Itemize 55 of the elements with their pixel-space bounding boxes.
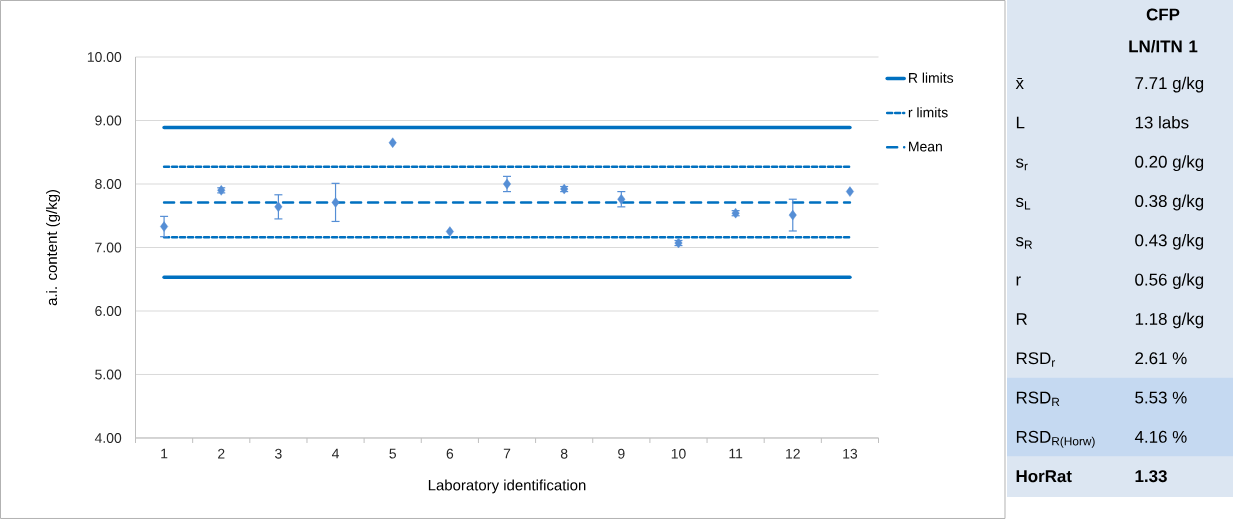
y-tick-label: 8.00 xyxy=(95,179,122,189)
x-tick-label: 5 xyxy=(389,448,396,459)
text: s$_{r}$ xyxy=(1015,158,1028,171)
y-tick-label: 10.00 xyxy=(87,52,122,62)
x-tick-label: 12 xyxy=(786,448,800,459)
text: 4.16 % xyxy=(1134,430,1187,443)
y-tick-label: 5.00 xyxy=(95,369,122,380)
x-tick-label: 9 xyxy=(618,448,625,459)
text: HorRat xyxy=(1016,470,1072,483)
text: L xyxy=(1016,116,1025,129)
point xyxy=(845,186,854,197)
legend-label: Mean xyxy=(909,141,942,152)
point xyxy=(445,226,454,237)
y-tick-label: 6.00 xyxy=(95,306,122,316)
text: 0.56 g/kg xyxy=(1135,273,1204,289)
text: 5.53 % xyxy=(1135,391,1187,404)
text: CFP LN/ITN 1 xyxy=(1129,8,1198,53)
text: RSD$_{R(Horw)}$ xyxy=(1016,430,1095,448)
y-tick-label: 7.00 xyxy=(95,242,122,253)
x-tick-label: 2 xyxy=(218,448,225,459)
y-tick-label: 9.00 xyxy=(95,115,122,126)
text: 0.20 g/kg xyxy=(1135,155,1204,172)
x-tick-label: 13 xyxy=(843,448,858,459)
text: r xyxy=(1016,276,1021,286)
x-axis-title: Laboratory identification xyxy=(428,479,586,494)
x-tick-label: 6 xyxy=(446,448,454,459)
text: 7.71 g/kg xyxy=(1135,76,1204,93)
text: s$_{R}$ xyxy=(1015,237,1033,249)
x-tick-label: 8 xyxy=(560,448,568,459)
text: 1.33 xyxy=(1135,470,1167,483)
legend-label: R limits xyxy=(909,72,954,83)
text: 0.43 g/kg xyxy=(1135,233,1204,250)
point xyxy=(388,137,397,148)
x-tick-label: 4 xyxy=(331,448,340,459)
x-tick-label: 3 xyxy=(275,448,282,459)
text: RSD$_{r}$ xyxy=(1016,352,1056,367)
y-axis-title: a.i. content (g/kg) xyxy=(46,190,60,306)
text: 13 labs xyxy=(1135,116,1189,129)
text: s$_{L}$ xyxy=(1015,197,1031,210)
legend-label: r limits xyxy=(908,107,948,118)
x-tick-label: 7 xyxy=(503,448,511,459)
x-tick-label: 11 xyxy=(729,448,743,459)
point xyxy=(274,201,283,213)
x-tick-label: 10 xyxy=(671,448,686,459)
x-tick-label: 1 xyxy=(161,448,168,459)
text: R xyxy=(1016,313,1027,325)
text: 0.38 g/kg xyxy=(1135,194,1204,211)
point xyxy=(788,209,797,221)
point xyxy=(160,221,169,232)
text: 2.61 % xyxy=(1135,352,1187,365)
point xyxy=(331,197,340,208)
text: x̄ xyxy=(1015,77,1024,89)
text: 1.18 g/kg xyxy=(1135,312,1204,329)
y-tick-label: 4.00 xyxy=(94,433,122,443)
text: RSD$_{R}$ xyxy=(1016,391,1060,406)
